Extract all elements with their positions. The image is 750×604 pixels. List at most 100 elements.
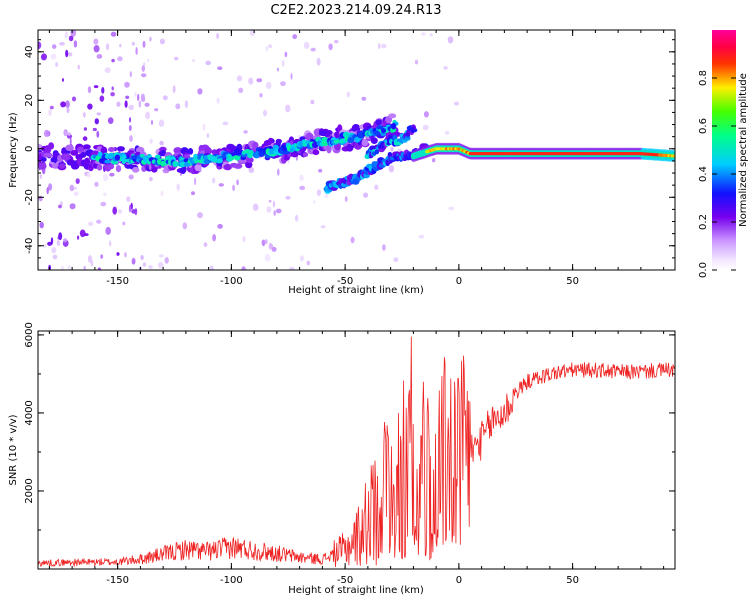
spectrogram-speckle — [206, 133, 209, 138]
spectrogram-speckle — [141, 73, 147, 78]
spectrogram-speckle — [216, 97, 220, 104]
spectrogram-speckle — [93, 85, 99, 89]
spectrogram-speckle — [43, 244, 47, 248]
spectrogram-ridge-cell — [223, 163, 232, 171]
spectrogram-speckle — [209, 265, 214, 270]
spectrogram-ridge-cell — [227, 153, 232, 160]
snr-y-tick-label: 6000 — [24, 322, 35, 347]
spectrogram-y-axis-label: Frequency (Hz) — [8, 112, 19, 188]
spectrogram-speckle — [266, 206, 272, 213]
spectrogram-speckle — [149, 138, 153, 144]
spectrogram-ridge-cell — [183, 158, 189, 163]
spectrogram-ridge-cell — [311, 142, 319, 148]
colorbar-tick-label: 0.4 — [698, 166, 709, 182]
spectrogram-speckle — [268, 199, 272, 203]
spectrogram-speckle — [172, 85, 176, 93]
spectrogram-speckle — [87, 255, 93, 263]
spectrogram-speckle — [60, 101, 66, 108]
spectrogram-speckle — [103, 173, 109, 182]
spectrogram-speckle — [67, 132, 71, 136]
spectrogram-speckle — [100, 254, 104, 259]
spectrogram-speckle — [432, 158, 436, 163]
spectrogram-ridge-cell — [107, 153, 114, 160]
spectrogram-ridge-cell — [247, 152, 253, 159]
spectrogram-speckle — [272, 200, 276, 208]
spectrogram-ridge-cell — [77, 146, 85, 152]
spectrogram-ridge-cell — [70, 150, 79, 156]
snr-panel: -150 -100 -50 0 50 2000 4000 6000 Height of str… — [8, 322, 676, 596]
spectrogram-ridge-cell — [351, 124, 361, 133]
spectrogram-ridge-cell — [376, 125, 384, 130]
spectrogram-speckle — [421, 32, 426, 36]
spectrogram-speckle — [124, 81, 130, 88]
spectrogram-ridge-cell — [84, 157, 91, 166]
spectrogram-speckle — [66, 107, 70, 114]
spectrogram-speckle — [87, 103, 93, 110]
spectrogram-speckle — [39, 174, 42, 179]
spectrogram-speckle — [192, 59, 196, 63]
colorbar-label: Normalized spectral amplitude — [738, 73, 749, 227]
spectrogram-speckle — [128, 104, 134, 111]
spectrogram-speckle — [149, 176, 153, 182]
spectrogram-speckle — [124, 252, 127, 258]
spectrogram-speckle — [313, 200, 316, 204]
spectrogram-speckle — [203, 242, 208, 248]
spectrogram-speckle — [75, 178, 80, 185]
spectrogram-ridge-cell — [210, 155, 217, 163]
spectrogram-speckle — [212, 234, 217, 242]
spectrogram-ridge-cell — [147, 154, 152, 159]
spectrogram-speckle — [414, 59, 419, 65]
spectrogram-speckle — [184, 100, 189, 108]
spectrogram-ridge-cell — [82, 144, 91, 150]
spectrogram-speckle — [374, 184, 379, 191]
spectrogram-x-tick-label: -50 — [337, 276, 353, 287]
spectrogram-speckle — [86, 172, 91, 178]
spectrogram-speckle — [128, 174, 134, 180]
spectrogram-speckle — [275, 208, 282, 214]
spectrogram-ridge-cell — [252, 141, 259, 149]
spectrogram-speckle — [68, 35, 74, 42]
spectrogram-speckle — [55, 62, 58, 67]
spectrogram-ridge-cell — [108, 147, 115, 152]
spectrogram-ridge-cell — [114, 154, 121, 161]
spectrogram-speckle — [83, 127, 87, 131]
spectrogram-speckle — [126, 196, 131, 202]
spectrogram-speckle — [124, 100, 128, 108]
snr-series — [38, 336, 675, 568]
spectrogram-speckle — [248, 167, 255, 173]
spectrogram-speckle — [144, 102, 150, 107]
spectrogram-speckle — [52, 254, 58, 260]
colorbar-gradient — [712, 30, 736, 270]
spectrogram-speckle — [77, 235, 80, 240]
spectrogram-ridge-cell — [326, 145, 332, 154]
spectrogram-speckle — [128, 204, 132, 213]
spectrogram-speckle — [93, 38, 99, 45]
spectrogram-speckle — [429, 33, 433, 37]
spectrogram-speckle — [303, 41, 310, 50]
spectrogram-ridge-cell — [180, 168, 186, 174]
spectrogram-panel: -150 -100 -50 0 50 -40 -20 0 20 40 Height of stra… — [8, 29, 676, 296]
spectrogram-speckle — [248, 77, 254, 85]
spectrogram-ridge-cell — [155, 154, 161, 159]
snr-x-tick-label: -150 — [106, 575, 129, 586]
spectrogram-y-tick-label: 40 — [24, 45, 35, 58]
spectrogram-ridge-cell — [80, 152, 87, 158]
spectrogram-speckle — [443, 66, 448, 70]
spectrogram-speckle — [59, 42, 65, 46]
spectrogram-speckle — [63, 238, 68, 243]
spectrogram-speckle — [148, 265, 153, 269]
snr-y-tick-label: 4000 — [24, 400, 35, 425]
spectrogram-speckle — [109, 240, 112, 247]
spectrogram-speckle — [318, 168, 323, 173]
spectrogram-speckle — [47, 241, 53, 246]
spectrogram-speckle — [444, 130, 450, 135]
snr-x-tick-label: 0 — [456, 575, 462, 586]
spectrogram-y-tick-label: -40 — [24, 238, 35, 254]
spectrogram-speckle — [273, 210, 277, 216]
spectrogram-ridge-cell — [361, 138, 369, 147]
spectrogram-speckle — [87, 86, 92, 94]
spectrogram-speckle — [116, 252, 120, 256]
snr-ticks: -150 -100 -50 0 50 2000 4000 6000 — [24, 322, 675, 586]
spectrogram-speckle — [51, 247, 57, 254]
